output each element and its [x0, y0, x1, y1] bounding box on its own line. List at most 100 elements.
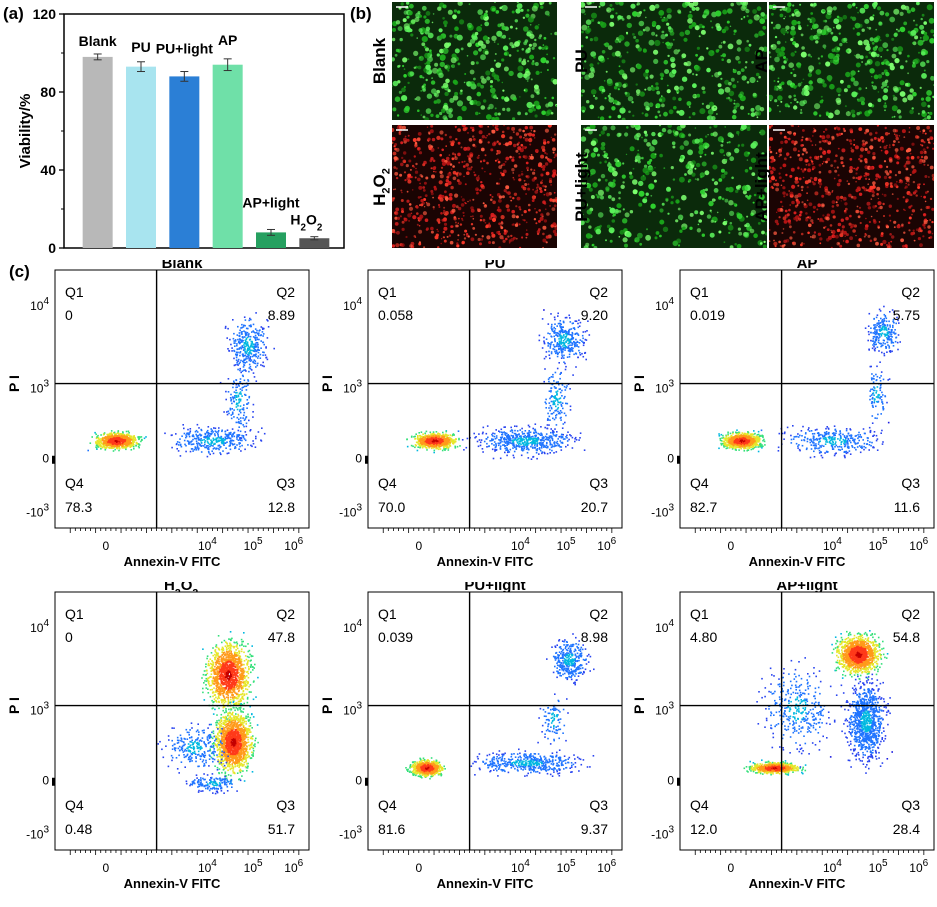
- cell: [921, 145, 923, 147]
- y-tick-label: -103: [26, 825, 49, 842]
- cell: [786, 30, 787, 31]
- q2-value: 9.20: [581, 307, 608, 323]
- cell: [891, 38, 894, 41]
- cell: [856, 210, 859, 213]
- y-minor-ticks: [365, 456, 368, 464]
- cell: [498, 199, 502, 203]
- cell: [492, 241, 495, 244]
- cell: [928, 230, 932, 234]
- cell: [839, 233, 843, 237]
- cell: [408, 135, 410, 137]
- cell: [800, 244, 803, 247]
- cell: [609, 227, 615, 233]
- cell: [496, 10, 500, 14]
- cell: [622, 84, 626, 88]
- cell: [415, 177, 417, 179]
- cell: [704, 146, 707, 149]
- cell: [458, 162, 460, 164]
- cell: [685, 30, 690, 35]
- cell: [790, 72, 792, 74]
- cell: [921, 18, 923, 20]
- cell: [467, 201, 469, 203]
- cell: [831, 231, 833, 233]
- y-tick-label: 103: [343, 701, 362, 718]
- micrograph-pu: [581, 2, 767, 120]
- cell: [778, 241, 781, 244]
- cell: [655, 236, 658, 239]
- cell: [775, 24, 781, 30]
- y-tick-label: 0: [667, 451, 674, 465]
- cell: [854, 55, 855, 56]
- cell: [479, 139, 481, 141]
- cell: [444, 42, 450, 48]
- cell: [678, 244, 680, 246]
- q3-name: Q3: [901, 475, 920, 491]
- cell: [607, 163, 612, 168]
- cell: [486, 76, 490, 80]
- cell: [860, 222, 862, 224]
- cell: [601, 142, 605, 146]
- cell: [542, 247, 544, 248]
- cell: [801, 46, 805, 50]
- cell: [711, 152, 714, 155]
- cell: [652, 139, 658, 145]
- cell: [849, 158, 852, 161]
- cell: [501, 26, 506, 31]
- cell: [745, 169, 749, 173]
- cell: [850, 147, 852, 149]
- cell: [818, 57, 820, 59]
- cell: [869, 166, 873, 170]
- cell: [662, 31, 665, 34]
- cell: [913, 181, 915, 183]
- cell: [544, 219, 547, 222]
- cell: [803, 79, 805, 81]
- q3-value: 20.7: [581, 499, 608, 515]
- cell: [727, 59, 731, 63]
- cell: [546, 172, 550, 176]
- cell: [679, 230, 682, 233]
- cell: [536, 71, 540, 75]
- cell: [630, 4, 635, 9]
- cell: [584, 13, 586, 15]
- cell: [921, 139, 924, 142]
- x-tick-label: 0: [102, 539, 109, 553]
- cell: [933, 34, 934, 36]
- cell: [605, 239, 607, 241]
- cell: [437, 147, 439, 149]
- cell: [439, 130, 443, 134]
- bar-pu: [126, 67, 156, 248]
- cell: [723, 41, 726, 44]
- cell: [475, 234, 477, 236]
- cell: [800, 144, 803, 147]
- cell: [540, 173, 543, 176]
- cell: [667, 125, 672, 128]
- cell: [443, 210, 445, 212]
- cell: [749, 44, 752, 47]
- cell: [494, 60, 496, 62]
- cell: [602, 50, 606, 54]
- cell: [663, 112, 668, 117]
- cell: [702, 234, 705, 237]
- cell: [652, 21, 657, 26]
- cell: [837, 16, 840, 19]
- cell: [421, 175, 423, 177]
- cell: [417, 137, 421, 141]
- cell: [790, 102, 792, 104]
- cell: [489, 217, 492, 220]
- cell: [449, 154, 451, 156]
- cell: [885, 182, 889, 186]
- cell: [659, 208, 663, 212]
- cell: [659, 99, 662, 102]
- bar-label: Blank: [79, 33, 117, 49]
- cell: [420, 203, 423, 206]
- q1-name: Q1: [65, 284, 84, 300]
- cell: [495, 107, 497, 109]
- cell: [691, 160, 696, 165]
- cell: [622, 73, 627, 78]
- cell: [922, 235, 924, 237]
- cell: [596, 194, 598, 196]
- cell: [411, 213, 413, 215]
- cell: [505, 161, 507, 163]
- cell: [394, 148, 397, 151]
- bar-label: PU: [131, 39, 150, 55]
